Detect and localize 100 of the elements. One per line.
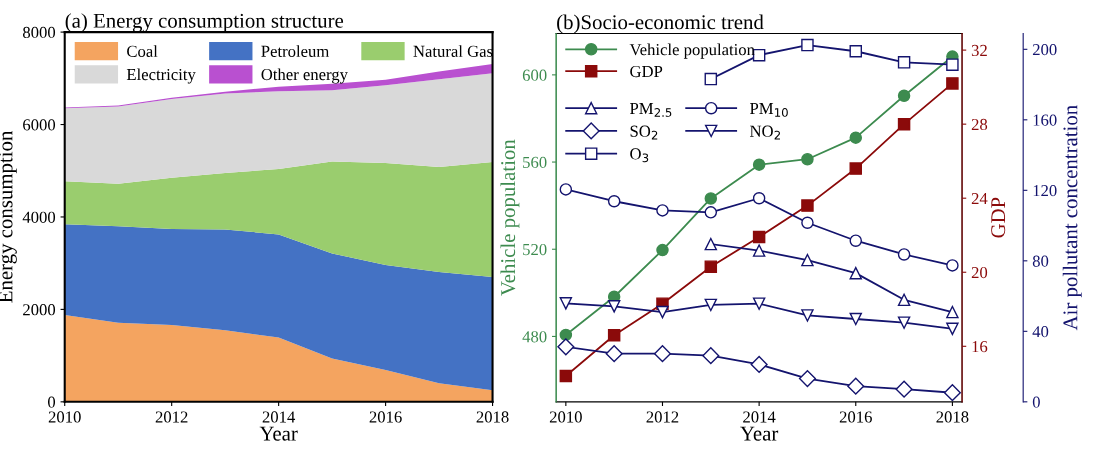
- y-tick-label: 4000: [22, 211, 56, 223]
- point: [897, 316, 911, 329]
- point: [946, 77, 959, 90]
- point: [559, 297, 573, 310]
- point: [559, 183, 573, 196]
- legend-label: Coal: [127, 45, 158, 57]
- x-axis-title: Year: [259, 426, 298, 441]
- y2-tick-label: 32: [971, 44, 987, 57]
- y3-tick-label: 80: [1032, 255, 1049, 267]
- y3-tick-label: 0: [1032, 396, 1040, 408]
- point: [946, 305, 959, 319]
- point: [702, 347, 720, 365]
- point: [801, 199, 814, 212]
- point: [849, 266, 863, 280]
- point: [704, 72, 718, 86]
- point: [607, 328, 621, 342]
- y2-tick-label: 28: [971, 118, 988, 131]
- legend-label: GDP: [630, 65, 663, 78]
- point: [946, 58, 959, 71]
- point: [946, 259, 959, 272]
- legend-label: SO$_{2}$: [630, 125, 658, 140]
- y3-tick-label: 40: [1032, 326, 1049, 338]
- point: [752, 230, 766, 244]
- point: [704, 237, 718, 251]
- legend-label: Vehicle population: [629, 43, 755, 59]
- point: [704, 206, 718, 219]
- point: [849, 234, 863, 247]
- point: [704, 260, 718, 273]
- y-axis-title: Vehicle population: [500, 139, 520, 296]
- chart-title: (b)Socio-economic trend: [557, 14, 764, 34]
- x-tick-label: 2014: [262, 411, 296, 423]
- y3-axis-title: Air pollutant concentration: [1062, 105, 1082, 331]
- y-tick-label: 520: [523, 243, 547, 256]
- y-tick-label: 0: [48, 396, 56, 408]
- point: [653, 345, 672, 363]
- y3-tick-label: 200: [1032, 44, 1057, 56]
- x-tick-label: 2012: [646, 411, 679, 423]
- point: [559, 369, 573, 383]
- y-tick-label: 8000: [23, 26, 56, 39]
- point: [897, 117, 911, 131]
- point: [801, 309, 814, 322]
- point: [559, 328, 573, 342]
- y-tick-label: 2000: [23, 304, 56, 316]
- point: [849, 131, 863, 144]
- point: [704, 298, 718, 312]
- point: [847, 377, 865, 395]
- legend-label: PM$_{2.5}$: [629, 103, 672, 117]
- point: [801, 152, 814, 166]
- x-tick-label: 2012: [155, 411, 188, 423]
- y3-tick-label: 120: [1033, 185, 1057, 197]
- point: [656, 204, 669, 217]
- point: [752, 191, 766, 205]
- point: [798, 370, 816, 388]
- point: [897, 293, 911, 307]
- y-tick-label: 6000: [23, 119, 56, 131]
- y2-tick-label: 16: [972, 341, 988, 353]
- x-tick-label: 2010: [549, 411, 582, 423]
- y2-axis-title: GDP: [991, 197, 1006, 238]
- y-tick-label: 600: [522, 69, 547, 81]
- x-tick-label: 2010: [48, 411, 81, 423]
- y2-tick-label: 24: [971, 192, 988, 204]
- point: [946, 322, 959, 336]
- point: [656, 305, 669, 319]
- point: [801, 253, 814, 267]
- point: [607, 194, 621, 208]
- x-tick-label: 2018: [936, 411, 969, 423]
- point: [897, 89, 911, 103]
- legend-label: Petroleum: [261, 45, 330, 57]
- chart-title: (a) Energy consumption structure: [65, 13, 344, 33]
- point: [752, 244, 766, 257]
- point: [752, 158, 766, 171]
- point: [750, 355, 768, 374]
- x-axis-title: Year: [740, 426, 779, 441]
- x-tick-label: 2018: [476, 411, 509, 423]
- x-tick-label: 2014: [743, 411, 776, 423]
- point: [801, 38, 814, 52]
- legend-label: NO$_{2}$: [749, 125, 780, 140]
- point: [656, 243, 669, 257]
- legend-label: Natural Gas: [413, 45, 493, 57]
- point: [849, 162, 863, 175]
- point: [605, 345, 623, 363]
- point: [897, 248, 911, 261]
- point: [704, 192, 718, 205]
- y-tick-label: 480: [522, 331, 547, 343]
- point: [557, 338, 575, 356]
- point: [849, 44, 863, 58]
- point: [849, 312, 863, 326]
- x-tick-label: 2016: [369, 411, 402, 423]
- point: [943, 384, 961, 402]
- x-tick-label: 2016: [839, 411, 872, 423]
- point: [607, 300, 621, 313]
- point: [801, 216, 814, 230]
- point: [897, 56, 911, 69]
- legend-label: Electricity: [126, 68, 196, 84]
- legend-label: O$_{3}$: [630, 148, 649, 163]
- legend-label: PM$_{10}$: [749, 103, 788, 117]
- y-tick-label: 560: [523, 156, 547, 168]
- legend-label: Other energy: [261, 68, 348, 84]
- y3-tick-label: 160: [1033, 114, 1057, 126]
- point: [895, 380, 913, 398]
